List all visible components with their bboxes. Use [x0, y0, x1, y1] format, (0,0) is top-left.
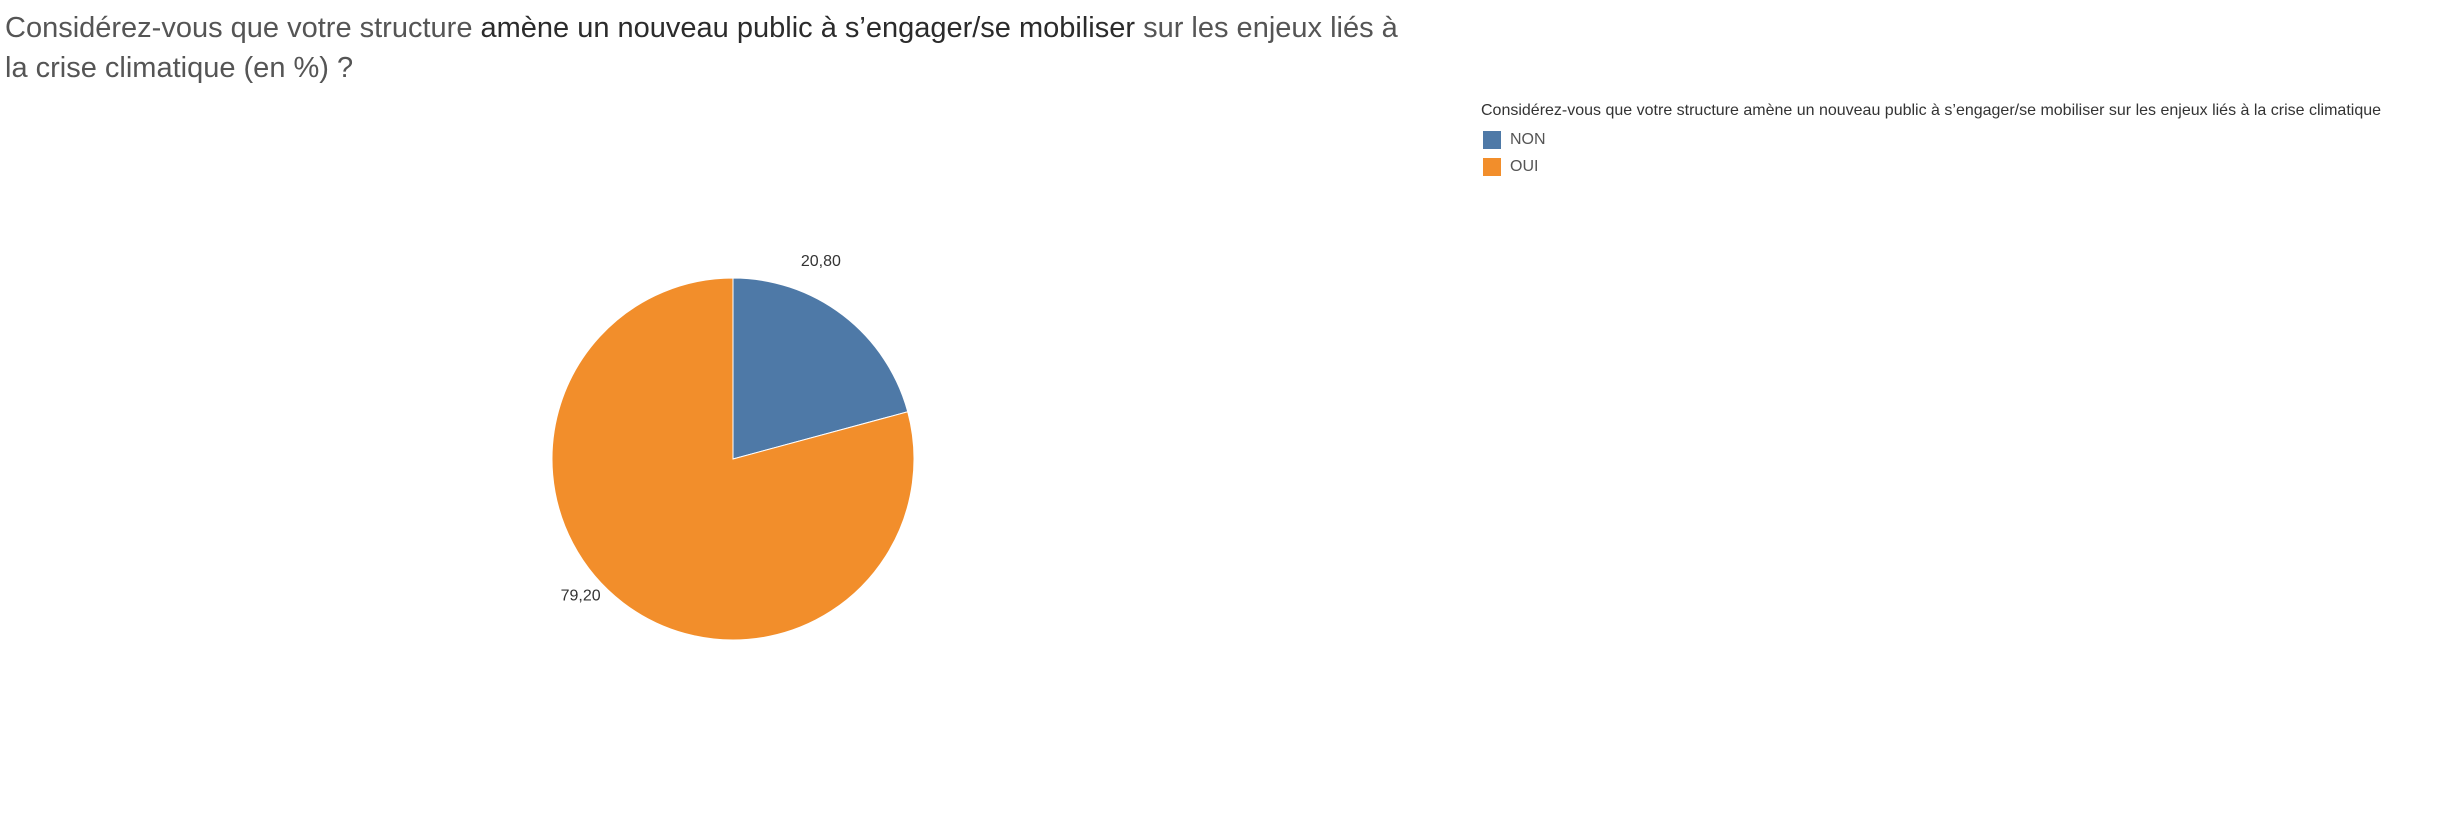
pie-label-non: 20,80: [801, 253, 841, 270]
legend-swatch-non: [1483, 130, 1501, 149]
pie-slice-oui[interactable]: [551, 277, 915, 641]
legend-swatch-oui: [1483, 157, 1501, 176]
legend-item-non[interactable]: NON: [1483, 126, 2441, 153]
chart-title-part1: Considérez-vous que votre structure: [5, 12, 481, 44]
chart-title-part2: sur les enjeux liés à la crise climatiqu…: [5, 12, 1398, 84]
chart-title-bold: amène un nouveau public à s’engager/se m…: [480, 12, 1136, 44]
legend-item-oui[interactable]: OUI: [1483, 153, 2441, 180]
legend: Considérez-vous que votre structure amèn…: [1481, 100, 2441, 180]
legend-label-oui: OUI: [1510, 157, 1539, 175]
legend-title: Considérez-vous que votre structure amèn…: [1481, 102, 2382, 119]
chart-title: Considérez-vous que votre structure amèn…: [5, 8, 1425, 88]
pie-label-oui: 79,20: [561, 587, 601, 604]
pie-slice-non[interactable]: [732, 277, 909, 460]
legend-label-non: NON: [1510, 130, 1546, 148]
